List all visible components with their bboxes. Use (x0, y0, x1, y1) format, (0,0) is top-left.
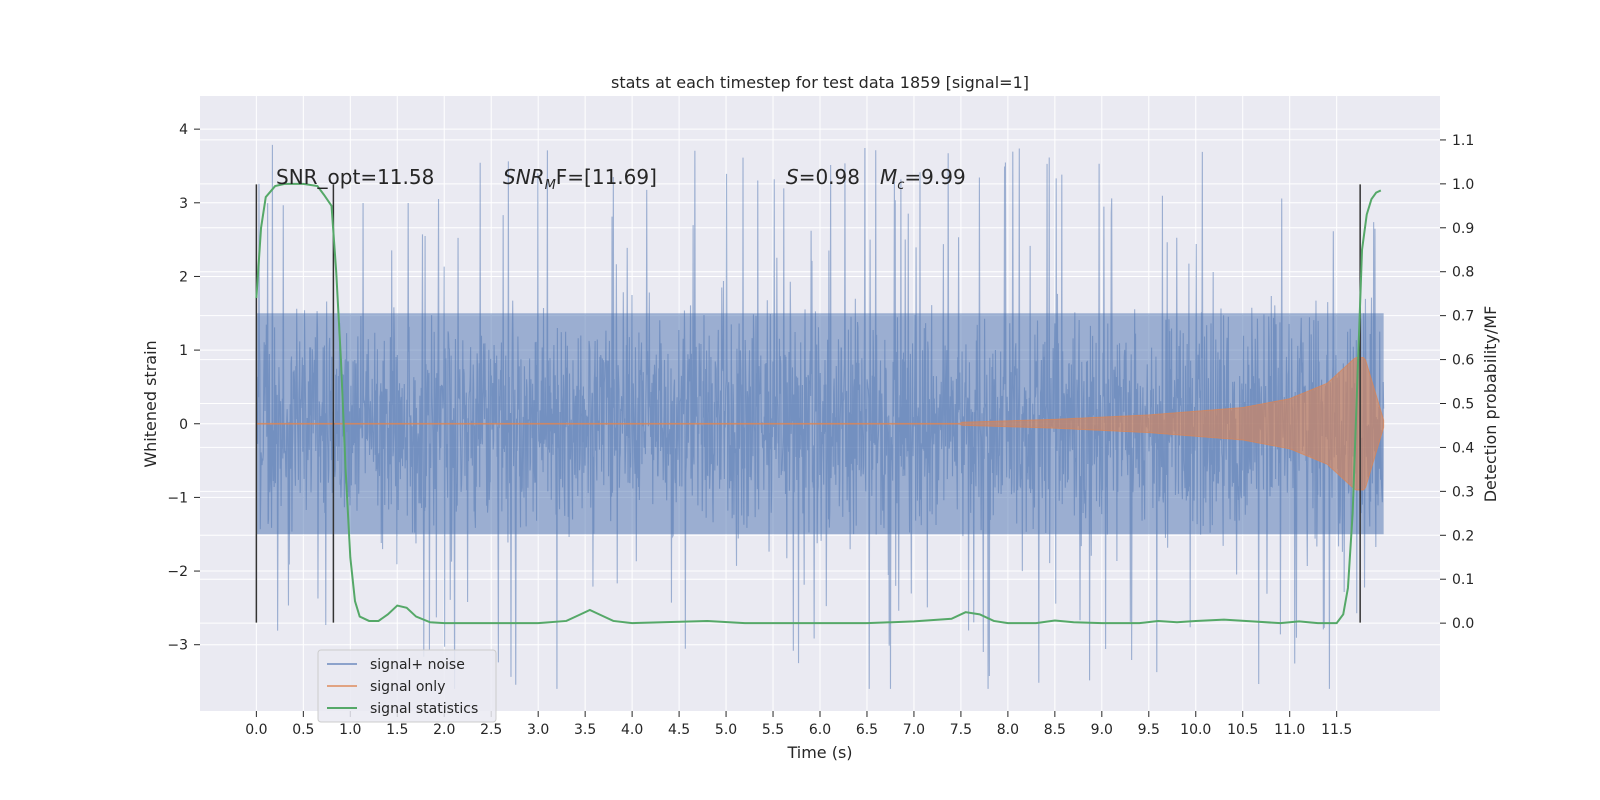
y2-axis-label: Detection probability/MF (1481, 306, 1500, 503)
y-tick-label: 4 (179, 122, 188, 138)
mc-sub: c (897, 178, 904, 193)
y2-tick-label: 1.0 (1452, 177, 1474, 193)
legend-label-noise: signal+ noise (370, 657, 465, 673)
y-axis-ticks: −3 −2 −1 0 1 2 3 4 (167, 122, 200, 654)
y2-tick-label: 0.1 (1452, 572, 1474, 588)
x-tick-label: 2.0 (433, 722, 455, 738)
x-tick-label: 4.5 (668, 722, 690, 738)
x-tick-label: 6.5 (856, 722, 878, 738)
y2-tick-label: 0.9 (1452, 221, 1474, 237)
snr-mf-main: SNR (503, 165, 545, 189)
legend-box (317, 649, 497, 723)
x-tick-label: 6.0 (809, 722, 831, 738)
x-tick-label: 9.0 (1091, 722, 1113, 738)
x-tick-label: 4.0 (621, 722, 643, 738)
stats-series (255, 182, 1382, 625)
s-value: =0.98 (799, 165, 860, 189)
y2-tick-label: 0.7 (1452, 309, 1474, 325)
x-tick-label: 10.0 (1180, 722, 1211, 738)
y2-tick-label: 1.1 (1452, 133, 1474, 149)
x-tick-label: 8.5 (1044, 722, 1066, 738)
x-tick-label: 1.5 (386, 722, 408, 738)
x-tick-label: 3.5 (574, 722, 596, 738)
x-tick-label: 11.0 (1274, 722, 1305, 738)
snr-mf-sub: M (545, 178, 556, 193)
y2-axis-ticks: 0.0 0.1 0.2 0.3 0.4 0.5 0.6 0.7 0.8 0.9 1.0 1.1 (1440, 133, 1474, 632)
y-tick-label: −3 (167, 638, 188, 654)
x-tick-label: 7.0 (903, 722, 925, 738)
legend-label-signal: signal only (370, 679, 445, 695)
x-tick-label: 7.5 (950, 722, 972, 738)
x-tick-label: 0.5 (292, 722, 314, 738)
x-tick-label: 1.0 (339, 722, 361, 738)
x-tick-label: 0.0 (245, 722, 267, 738)
y-tick-label: 3 (179, 196, 188, 212)
y-axis-label: Whitened strain (141, 340, 160, 467)
x-axis-ticks: 0.0 0.5 1.0 1.5 2.0 2.5 3.0 3.5 4.0 4.5 5.0 5.5 6.0 6… (245, 711, 1352, 738)
y2-tick-label: 0.4 (1452, 440, 1474, 456)
y2-tick-label: 0.5 (1452, 397, 1474, 413)
stats-line (255, 182, 1382, 625)
y2-tick-label: 0.2 (1452, 528, 1474, 544)
y-tick-label: 2 (179, 269, 188, 285)
x-tick-label: 3.0 (527, 722, 549, 738)
y2-tick-label: 0.8 (1452, 265, 1474, 281)
signal-envelope (255, 356, 1385, 491)
y2-tick-label: 0.6 (1452, 353, 1474, 369)
mc-label: M (880, 165, 897, 189)
x-tick-label: 5.5 (762, 722, 784, 738)
legend-label-stats: signal statistics (370, 701, 478, 717)
annotation-snr-opt: SNR_opt=11.58 (276, 165, 434, 189)
x-tick-label: 8.0 (997, 722, 1019, 738)
x-tick-label: 2.5 (480, 722, 502, 738)
x-axis-label: Time (s) (786, 743, 852, 762)
y-tick-label: −1 (167, 490, 188, 506)
s-label: S (786, 165, 799, 189)
y2-tick-label: 0.3 (1452, 484, 1474, 500)
snr-mf-rest: F=[11.69] (556, 165, 657, 189)
annotation-mc: Mc=9.99 (880, 165, 966, 193)
signal-series (255, 356, 1385, 491)
x-tick-label: 5.0 (715, 722, 737, 738)
y-tick-label: 1 (179, 343, 188, 359)
y-tick-label: −2 (167, 564, 188, 580)
mc-value: =9.99 (904, 165, 965, 189)
x-tick-label: 10.5 (1227, 722, 1258, 738)
x-tick-label: 9.5 (1138, 722, 1160, 738)
legend: signal+ noise signal only signal statist… (317, 649, 497, 723)
annotation-snr-mf: SNRMF=[11.69] (503, 165, 657, 193)
y2-tick-label: 0.0 (1452, 616, 1474, 632)
x-tick-label: 11.5 (1321, 722, 1352, 738)
y-tick-label: 0 (179, 417, 188, 433)
chart-title: stats at each timestep for test data 185… (611, 73, 1029, 92)
marker-lines (255, 184, 1361, 623)
annotation-s: S=0.98 (786, 165, 860, 189)
